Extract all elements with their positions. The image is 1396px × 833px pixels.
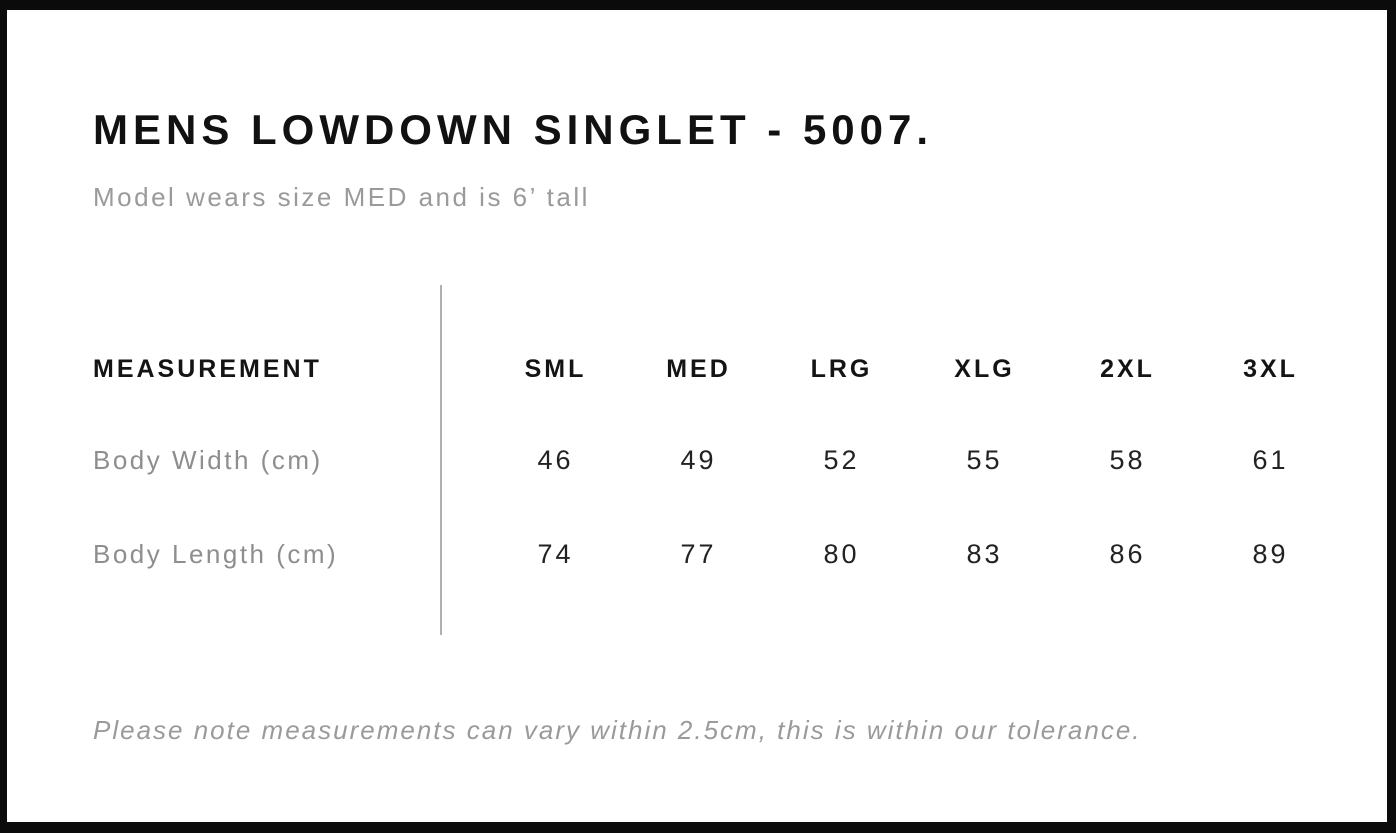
vertical-divider [440, 285, 442, 635]
size-header-2xl: 2XL [1100, 354, 1155, 383]
body-width-lrg: 52 [823, 444, 860, 475]
table-header-row: MEASUREMENT SML MED LRG XLG 2XL 3XL [93, 353, 1342, 385]
model-size-subtitle: Model wears size MED and is 6’ tall [93, 182, 590, 212]
body-width-med: 49 [680, 444, 717, 475]
size-header-lrg: LRG [810, 354, 873, 383]
body-width-xlg: 55 [966, 444, 1003, 475]
body-length-xlg: 83 [966, 538, 1003, 569]
table-row-body-width: Body Width (cm) 46 49 52 55 58 61 [93, 444, 1342, 476]
body-length-sml: 74 [537, 538, 574, 569]
page-title: MENS LOWDOWN SINGLET - 5007. [93, 106, 934, 153]
tolerance-note: Please note measurements can vary within… [93, 715, 1142, 745]
body-width-3xl: 61 [1252, 444, 1289, 475]
table-row-body-length: Body Length (cm) 74 77 80 83 86 89 [93, 538, 1342, 570]
size-header-sml: SML [524, 354, 587, 383]
row-label-body-width: Body Width (cm) [93, 444, 323, 475]
size-header-xlg: XLG [954, 354, 1015, 383]
body-width-sml: 46 [537, 444, 574, 475]
size-header-3xl: 3XL [1243, 354, 1298, 383]
body-width-2xl: 58 [1109, 444, 1146, 475]
measurement-column-header: MEASUREMENT [93, 354, 322, 383]
body-length-lrg: 80 [823, 538, 860, 569]
size-header-med: MED [666, 354, 731, 383]
body-length-2xl: 86 [1109, 538, 1146, 569]
body-length-3xl: 89 [1252, 538, 1289, 569]
body-length-med: 77 [680, 538, 717, 569]
row-label-body-length: Body Length (cm) [93, 538, 339, 569]
